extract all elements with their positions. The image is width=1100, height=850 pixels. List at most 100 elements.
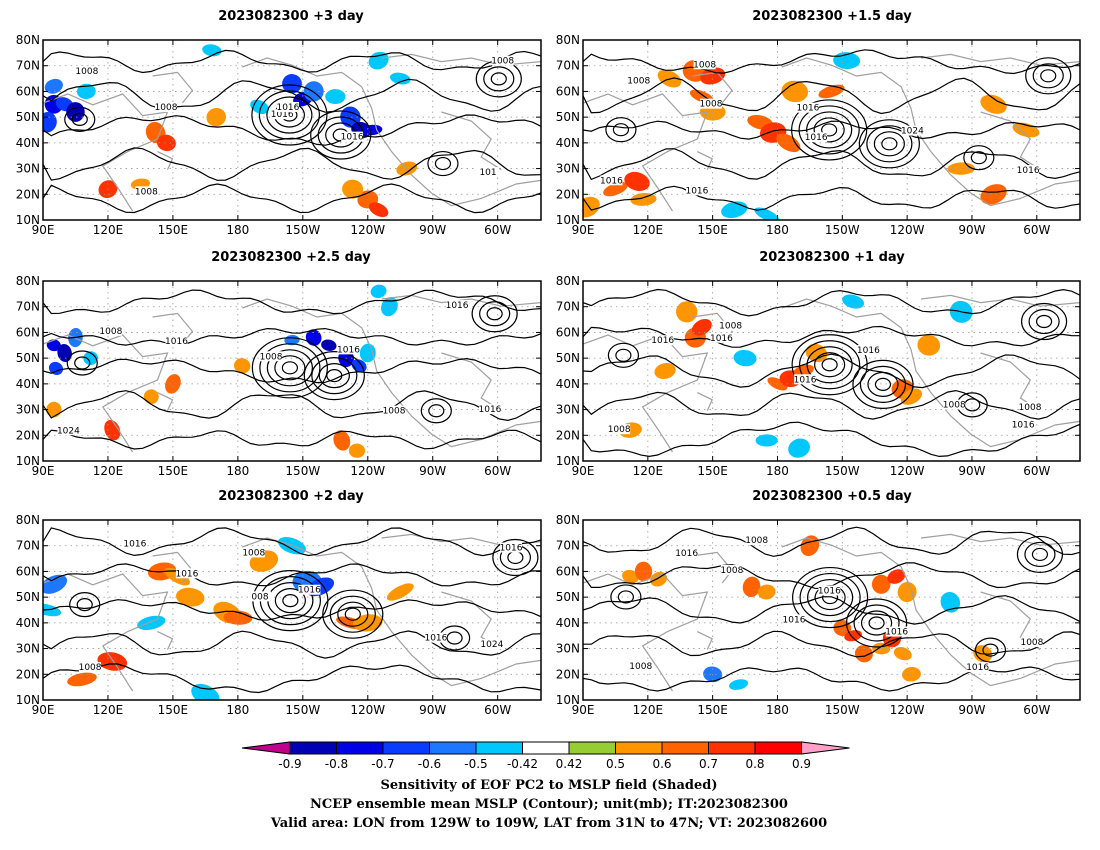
mslp-contour bbox=[43, 563, 541, 587]
lon-tick-label: 120E bbox=[633, 464, 664, 478]
contour-label-bg bbox=[720, 564, 743, 575]
mslp-closed-contour bbox=[615, 348, 632, 362]
lon-tick-label: 90W bbox=[958, 223, 985, 237]
lon-tick-label: 120E bbox=[633, 223, 664, 237]
lat-tick-label: 20N bbox=[16, 187, 40, 201]
sensitivity-shade bbox=[370, 284, 387, 298]
colorbar-label: -0.8 bbox=[325, 757, 348, 771]
mslp-closed-contour bbox=[852, 359, 914, 410]
lon-tick-label: 90E bbox=[32, 223, 55, 237]
coastline bbox=[920, 53, 1080, 66]
contour-label: 1008 bbox=[135, 187, 158, 197]
coastline bbox=[157, 392, 174, 411]
contour-label: 1016 bbox=[651, 336, 674, 346]
caption-line-1: Sensitivity of EOF PC2 to MSLP field (Sh… bbox=[380, 778, 717, 793]
colorbar-swatch bbox=[336, 741, 384, 755]
mslp-closed-contour bbox=[274, 355, 306, 381]
lon-tick-label: 60W bbox=[1023, 703, 1050, 717]
mslp-contour bbox=[583, 421, 1080, 458]
contour-label-bg bbox=[651, 335, 674, 346]
contour-label: 1016 bbox=[600, 176, 623, 186]
mslp-closed-contour bbox=[329, 595, 376, 633]
sensitivity-shade bbox=[755, 434, 778, 447]
mslp-closed-contour bbox=[860, 610, 893, 636]
caption-line-3: Valid area: LON from 129W to 109W, LAT f… bbox=[270, 816, 827, 831]
sensitivity-shade bbox=[46, 339, 61, 352]
mslp-closed-contour bbox=[251, 337, 328, 399]
lat-tick-label: 10N bbox=[556, 213, 580, 227]
colorbar-arrow-min bbox=[241, 741, 291, 755]
sensitivity-shade bbox=[776, 133, 801, 153]
lon-tick-label: 120E bbox=[93, 703, 124, 717]
sensitivity-shade bbox=[887, 569, 906, 584]
contour-label-bg bbox=[943, 399, 966, 410]
mslp-closed-contour bbox=[605, 117, 637, 143]
sensitivity-shade bbox=[788, 438, 810, 458]
contour-label-bg bbox=[500, 542, 523, 553]
mslp-closed-contour bbox=[274, 588, 306, 614]
sensitivity-shade bbox=[165, 374, 181, 394]
contour-label: 1016 bbox=[446, 301, 469, 311]
coastline bbox=[241, 537, 541, 687]
colorbar-swatch bbox=[289, 741, 337, 755]
lat-tick-label: 50N bbox=[556, 110, 580, 124]
lon-tick-label: 150E bbox=[697, 464, 728, 478]
mslp-closed-contour bbox=[428, 404, 445, 418]
sensitivity-shade bbox=[83, 351, 98, 366]
mslp-closed-contour bbox=[266, 349, 313, 387]
lat-tick-label: 20N bbox=[556, 667, 580, 681]
contour-label-bg bbox=[719, 320, 742, 331]
coastline bbox=[157, 151, 174, 170]
mslp-closed-contour bbox=[310, 110, 372, 160]
lon-tick-label: 120E bbox=[93, 464, 124, 478]
map-panel-1: 1008 1016 1008 1008 1016 1008 1016 101 90E 120E 15… bbox=[16, 33, 542, 237]
mslp-closed-contour bbox=[799, 340, 861, 390]
lon-tick-label: 180 bbox=[226, 464, 249, 478]
lat-tick-label: 80N bbox=[16, 274, 40, 288]
mslp-closed-contour bbox=[791, 99, 868, 161]
contour-label-bg bbox=[857, 345, 880, 356]
mslp-closed-contour bbox=[486, 307, 503, 321]
sensitivity-shade bbox=[900, 388, 923, 405]
contour-label: 1008 bbox=[700, 100, 723, 110]
sensitivity-shade bbox=[854, 645, 873, 663]
contour-label: 1008 bbox=[491, 57, 514, 67]
lat-tick-label: 10N bbox=[16, 454, 40, 468]
lon-tick-label: 150W bbox=[825, 223, 860, 237]
sensitivity-shade bbox=[46, 401, 62, 418]
contour-label: 1016 bbox=[805, 133, 828, 143]
mslp-closed-contour bbox=[845, 598, 908, 648]
lat-tick-label: 50N bbox=[556, 351, 580, 365]
contour-label: 1008 bbox=[629, 662, 652, 672]
sensitivity-shade bbox=[137, 615, 166, 631]
colorbar-swatch bbox=[661, 741, 709, 755]
sensitivity-shade bbox=[893, 647, 912, 661]
colorbar-swatch bbox=[475, 741, 523, 755]
lat-tick-label: 10N bbox=[556, 454, 580, 468]
lat-tick-label: 70N bbox=[16, 300, 40, 314]
contour-label-bg bbox=[675, 548, 698, 559]
contour-label: 1016 bbox=[685, 186, 708, 196]
mslp-closed-contour bbox=[434, 156, 452, 171]
coastline bbox=[157, 631, 174, 650]
mslp-closed-contour bbox=[483, 66, 515, 92]
contour-label-bg bbox=[155, 102, 178, 113]
colorbar-swatch bbox=[429, 741, 477, 755]
mslp-contour bbox=[43, 147, 541, 181]
mslp-closed-contour bbox=[1028, 308, 1060, 335]
contour-label-bg bbox=[135, 186, 158, 197]
mslp-closed-contour bbox=[479, 301, 511, 327]
contour-label-bg bbox=[693, 59, 716, 70]
contour-label-bg bbox=[1012, 419, 1035, 430]
contour-label-bg bbox=[745, 535, 768, 546]
mslp-closed-contour bbox=[806, 346, 853, 384]
lat-tick-label: 50N bbox=[16, 590, 40, 604]
mslp-closed-contour bbox=[66, 350, 98, 376]
contour-label-bg bbox=[446, 300, 469, 311]
lat-tick-label: 40N bbox=[556, 136, 580, 150]
sensitivity-shade bbox=[729, 679, 749, 690]
lon-tick-label: 150E bbox=[697, 703, 728, 717]
contour-label-bg bbox=[901, 125, 924, 136]
lon-tick-label: 150E bbox=[697, 223, 728, 237]
